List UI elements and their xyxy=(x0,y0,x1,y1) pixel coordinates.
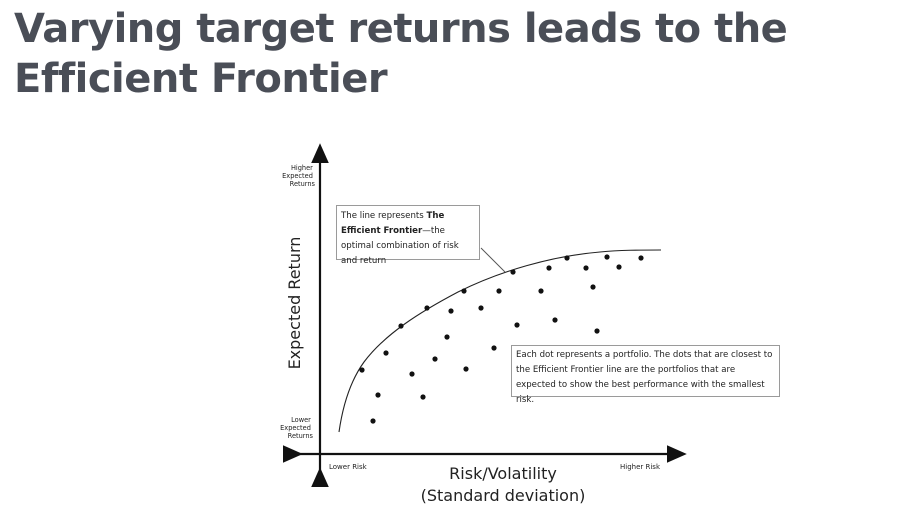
portfolio-dot xyxy=(375,392,381,398)
efficient-frontier-curve xyxy=(338,249,662,433)
portfolio-dot xyxy=(448,308,454,314)
portfolio-dot xyxy=(538,288,544,294)
y-axis-bottom-label: Lower Expected Returns xyxy=(280,416,313,440)
portfolio-dot xyxy=(370,418,376,424)
portfolio-dot xyxy=(564,255,570,261)
x-axis-subtitle: (Standard deviation) xyxy=(421,486,586,505)
x-axis-right-label: Higher Risk xyxy=(620,463,661,471)
portfolio-dot xyxy=(444,334,450,340)
dots-callout-text: Each dot represents a portfolio. The dot… xyxy=(516,350,773,405)
callout-leader-line xyxy=(480,247,506,273)
y-axis-title: Expected Return xyxy=(285,237,304,370)
portfolio-dot xyxy=(398,323,404,329)
portfolio-dot xyxy=(552,317,558,323)
portfolio-dot xyxy=(409,371,415,377)
portfolio-dot xyxy=(590,284,596,290)
efficient-frontier-callout: The line represents The Efficient Fronti… xyxy=(336,205,480,266)
portfolio-dot xyxy=(491,345,497,351)
portfolio-dot xyxy=(514,322,520,328)
portfolio-dot xyxy=(546,265,552,271)
portfolio-dots xyxy=(359,254,644,424)
portfolio-dot xyxy=(510,269,516,275)
portfolio-dot xyxy=(432,356,438,362)
x-axis-title: Risk/Volatility xyxy=(449,464,557,483)
portfolio-dot xyxy=(583,265,589,271)
portfolio-dot xyxy=(424,305,430,311)
frontier-callout-text-end: —the optimal combination of risk and ret… xyxy=(341,226,459,266)
portfolio-dot xyxy=(461,288,467,294)
portfolio-dot xyxy=(604,254,610,260)
portfolio-dot xyxy=(463,366,469,372)
portfolio-dots-callout: Each dot represents a portfolio. The dot… xyxy=(511,345,780,405)
portfolio-dot xyxy=(478,305,484,311)
frontier-callout-text: The line represents xyxy=(341,211,427,221)
y-axis-top-label: Higher Expected Returns xyxy=(282,164,315,188)
portfolio-dot xyxy=(359,367,365,373)
portfolio-dot xyxy=(616,264,622,270)
slide-title: Varying target returns leads to the Effi… xyxy=(14,6,788,102)
x-axis-left-label: Lower Risk xyxy=(329,463,368,471)
frontier-callout-bold: The Efficient Frontier xyxy=(341,211,445,236)
portfolio-dot xyxy=(594,328,600,334)
portfolio-dot xyxy=(496,288,502,294)
portfolio-dot xyxy=(420,394,426,400)
portfolio-dot xyxy=(638,255,644,261)
portfolio-dot xyxy=(383,350,389,356)
